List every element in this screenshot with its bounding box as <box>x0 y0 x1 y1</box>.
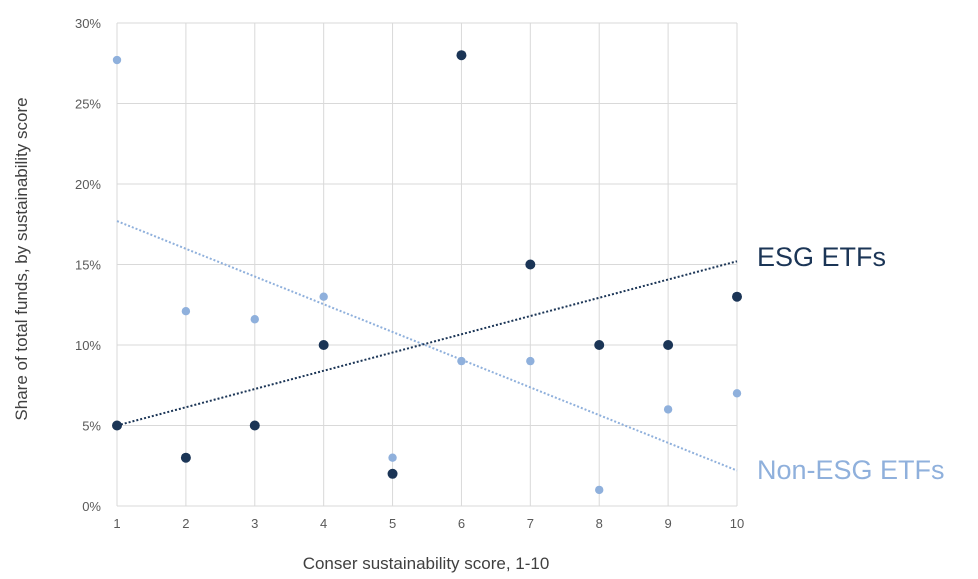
esg-data-point <box>594 340 605 350</box>
esg-data-point <box>456 50 467 61</box>
esg-data-point <box>732 291 742 302</box>
y-tick-label: 25% <box>75 97 101 112</box>
y-tick-label: 0% <box>82 499 101 514</box>
non-esg-data-point <box>457 356 466 366</box>
x-tick-label: 4 <box>320 516 327 531</box>
trendlines <box>116 220 738 472</box>
esg-data-point <box>249 420 260 431</box>
x-axis-title: Conser sustainability score, 1-10 <box>303 554 550 573</box>
y-axis-title: Share of total funds, by sustainability … <box>12 97 31 420</box>
x-tick-label: 10 <box>730 516 744 531</box>
x-tick-label: 9 <box>664 516 671 531</box>
non-esg-data-point <box>250 315 259 324</box>
data-points <box>112 50 742 495</box>
x-tick-label: 8 <box>596 516 603 531</box>
esg-data-point <box>318 340 329 350</box>
y-tick-label: 20% <box>75 177 101 192</box>
esg-data-point <box>525 259 536 270</box>
x-tick-label: 3 <box>251 516 258 531</box>
non-esg-data-point <box>112 55 122 65</box>
x-tick-label: 2 <box>182 516 189 531</box>
y-tick-label: 30% <box>75 16 101 31</box>
non-esg-data-point <box>319 292 328 301</box>
non-esg-data-point <box>663 405 673 414</box>
non-esg-data-point <box>595 485 604 495</box>
non-esg-data-point <box>732 389 742 398</box>
y-tick-label: 10% <box>75 338 101 353</box>
esg-data-point <box>180 452 191 463</box>
non-esg-data-point <box>526 356 535 366</box>
x-tick-label: 1 <box>113 516 120 531</box>
series-label-esg: ESG ETFs <box>757 242 886 272</box>
x-axis-ticks: 1 2 3 4 5 6 7 8 9 10 <box>113 516 744 531</box>
esg-data-point <box>663 340 674 350</box>
x-tick-label: 7 <box>527 516 534 531</box>
series-label-non-esg: Non-ESG ETFs <box>757 455 945 485</box>
x-tick-label: 6 <box>458 516 465 531</box>
x-tick-label: 5 <box>389 516 396 531</box>
y-tick-label: 5% <box>82 419 101 434</box>
esg-data-point <box>387 468 398 479</box>
y-tick-label: 15% <box>75 258 101 273</box>
y-axis-ticks: 0% 5% 10% 15% 20% 25% 30% <box>75 16 101 514</box>
esg-trendline <box>116 260 738 427</box>
non-esg-data-point <box>181 306 191 316</box>
esg-data-point <box>112 420 122 431</box>
non-esg-data-point <box>388 453 397 462</box>
non-esg-trendline <box>116 220 738 472</box>
